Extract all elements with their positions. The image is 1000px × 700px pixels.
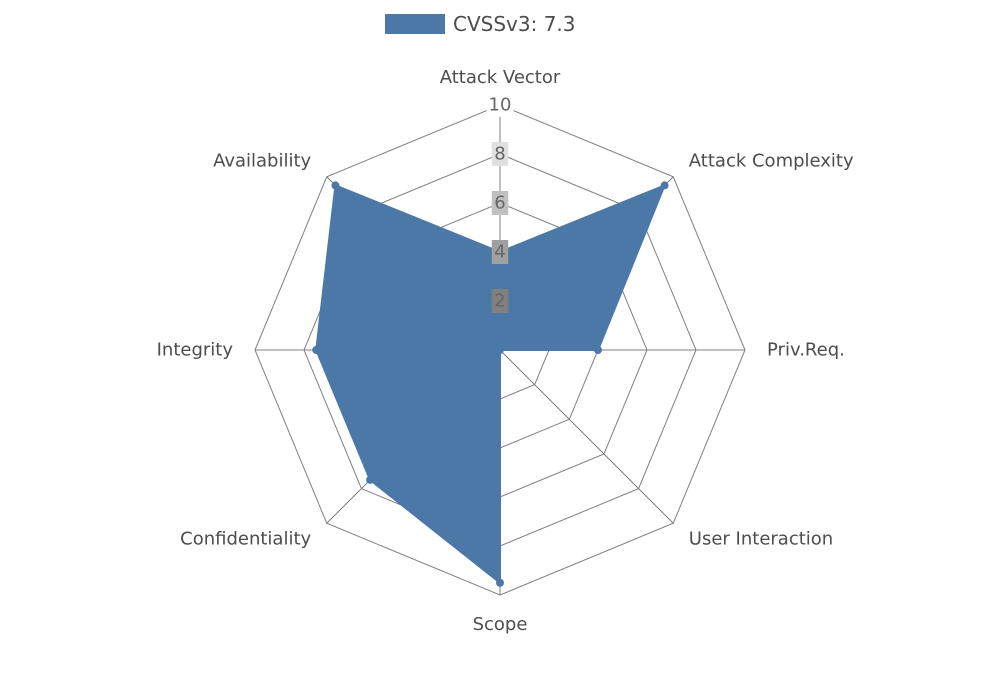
axis-label: Attack Vector	[440, 67, 561, 88]
axis-label: Integrity	[157, 340, 234, 361]
axis-label: Attack Complexity	[689, 151, 854, 172]
axis-label: User Interaction	[689, 528, 833, 549]
axis-label: Confidentiality	[180, 528, 311, 549]
data-point	[312, 346, 320, 354]
tick-label: 8	[494, 144, 505, 165]
tick: 6	[492, 191, 508, 215]
data-point	[331, 181, 339, 189]
axis-label: Scope	[473, 614, 528, 635]
tick-label: 10	[489, 95, 512, 116]
legend-label: CVSSv3: 7.3	[453, 12, 576, 36]
tick-label: 6	[494, 193, 505, 214]
data-polygon	[316, 185, 664, 582]
tick: 2	[492, 289, 508, 313]
legend: CVSSv3: 7.3	[385, 12, 576, 36]
axis-label: Priv.Req.	[767, 340, 845, 361]
grid-spoke	[500, 350, 673, 523]
data-point	[594, 346, 602, 354]
tick-label: 2	[494, 291, 505, 312]
data-point	[496, 346, 504, 354]
radar-chart: 2 4 6 8 10 Attack Vector Attack Complexity Priv…	[0, 0, 1000, 700]
tick: 10	[487, 93, 514, 117]
legend-swatch	[385, 14, 445, 34]
data-point	[496, 579, 504, 587]
data-point	[366, 476, 374, 484]
tick-label: 4	[494, 242, 505, 263]
axis-label: Availability	[213, 151, 311, 172]
tick: 4	[492, 240, 508, 264]
tick: 8	[492, 142, 508, 166]
data-point	[661, 181, 669, 189]
